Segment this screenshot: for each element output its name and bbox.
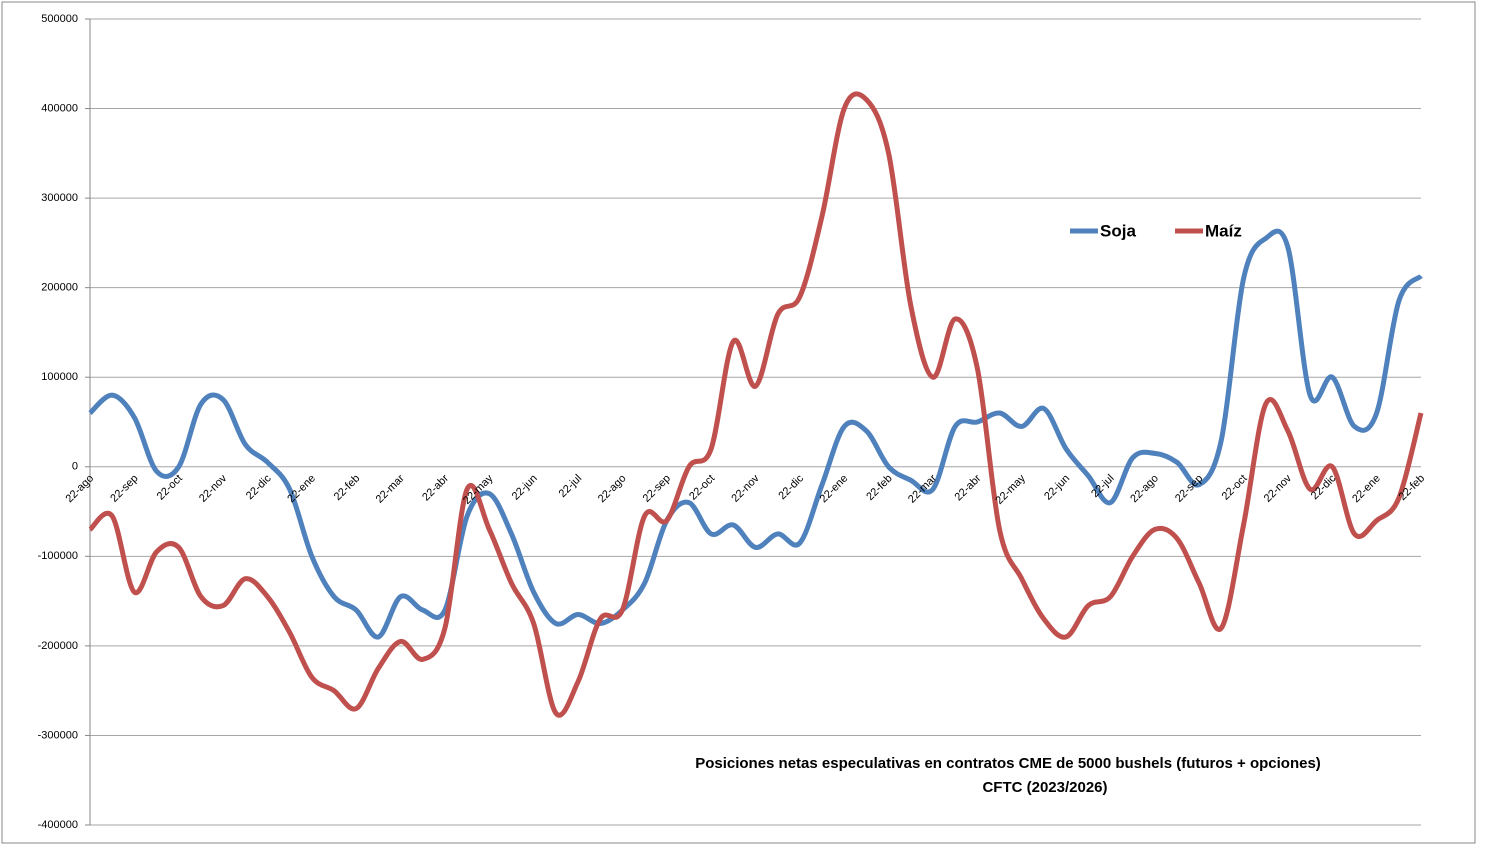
series-line bbox=[88, 228, 1423, 640]
chart-title: Posiciones netas especulativas en contra… bbox=[695, 755, 1321, 772]
y-tick-label: -200000 bbox=[38, 640, 78, 652]
y-tick-label: 400000 bbox=[41, 102, 78, 114]
y-tick-label: 0 bbox=[72, 461, 78, 473]
chart-subtitle: CFTC (2023/2026) bbox=[982, 779, 1107, 796]
y-tick-label: -300000 bbox=[38, 729, 78, 741]
legend-label: Soja bbox=[1100, 221, 1136, 240]
y-tick-label: 500000 bbox=[41, 13, 78, 25]
y-tick-label: -100000 bbox=[38, 550, 78, 562]
y-tick-label: 200000 bbox=[41, 282, 78, 294]
y-tick-label: 100000 bbox=[41, 371, 78, 383]
y-tick-label: 300000 bbox=[41, 192, 78, 204]
y-tick-label: -400000 bbox=[38, 819, 78, 831]
series-line bbox=[88, 91, 1424, 718]
legend-label: Maíz bbox=[1205, 221, 1242, 240]
